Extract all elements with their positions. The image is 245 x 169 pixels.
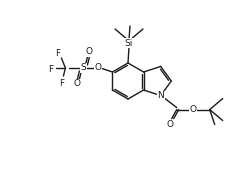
- Text: O: O: [74, 79, 81, 89]
- Text: F: F: [48, 65, 53, 74]
- Text: O: O: [95, 64, 102, 73]
- Text: Si: Si: [125, 39, 133, 47]
- Text: O: O: [189, 105, 196, 114]
- Text: S: S: [81, 64, 86, 73]
- Text: N: N: [157, 91, 164, 100]
- Text: F: F: [55, 49, 60, 57]
- Text: O: O: [166, 120, 173, 129]
- Text: F: F: [59, 78, 64, 88]
- Text: O: O: [86, 47, 93, 56]
